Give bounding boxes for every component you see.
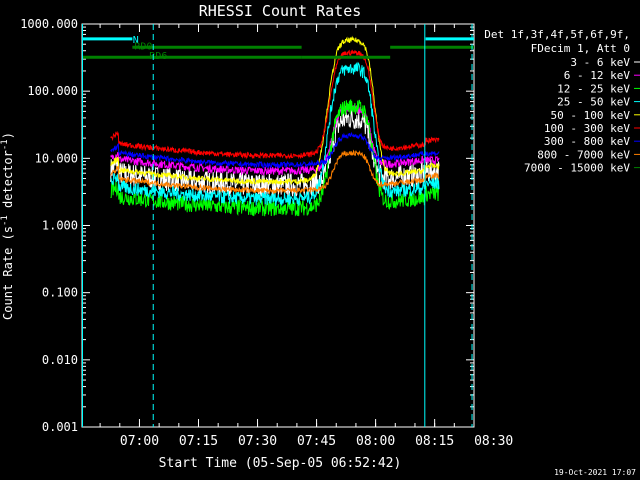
y-axis-label: Count Rate (s-1 detector-1) — [0, 132, 15, 320]
legend-entry: 100 - 300 keV — [544, 122, 630, 135]
y-tick-label: 1.000 — [42, 219, 78, 233]
legend-entry: 50 - 100 keV — [551, 109, 631, 122]
series-line-50-100keV — [110, 35, 440, 186]
legend-entry: 7000 - 15000 keV — [524, 162, 630, 175]
annotation-label-RD0: RD0 — [134, 41, 152, 52]
legend-entry: 800 - 7000 keV — [537, 148, 630, 161]
y-tick-label: 0.010 — [42, 353, 78, 367]
plot-timestamp: 19-Oct-2021 17:07 — [554, 468, 636, 477]
legend-header-line: Det 1f,3f,4f,5f,6f,9f, — [484, 28, 630, 41]
y-label-sup: -1 — [0, 139, 10, 150]
series-line-300-800keV — [110, 131, 440, 169]
vertical-lines — [82, 24, 473, 427]
x-tick-label: 07:15 — [179, 434, 218, 449]
y-tick-label: 100.000 — [27, 84, 78, 98]
series-line-6-12keV — [110, 104, 440, 177]
legend-entry: 6 - 12 keV — [564, 69, 631, 82]
x-tick-label: 08:30 — [474, 434, 513, 449]
x-tick-label: 08:15 — [415, 434, 454, 449]
legend-header-line: FDecim 1, Att 0 — [531, 42, 630, 55]
annotation-label-RD6: RD6 — [149, 51, 167, 62]
series-line-100-300keV — [110, 49, 440, 160]
y-label-part: ) — [1, 132, 15, 139]
series-line-800-7000keV — [110, 149, 440, 195]
legend: Det 1f,3f,4f,5f,6f,9f, FDecim 1, Att 0 3… — [484, 28, 640, 175]
x-tick-label: 08:00 — [356, 434, 395, 449]
x-tick-label: 07:00 — [120, 434, 159, 449]
y-tick-label: 10.000 — [35, 151, 78, 165]
annotation-label-N: N — [133, 35, 139, 46]
y-label-sup: -1 — [0, 215, 10, 226]
plot-frame — [81, 23, 475, 428]
y-label-part: detector — [1, 150, 15, 215]
series-layer — [110, 35, 440, 217]
y-tick-label: 0.001 — [42, 420, 78, 434]
y-tick-label: 0.100 — [42, 286, 78, 300]
axis-ticks: 1000.000 100.000 10.000 1.000 0.100 0.010 0.00… — [20, 17, 513, 449]
chart-title: RHESSI Count Rates — [199, 2, 362, 20]
legend-entry: 300 - 800 keV — [544, 135, 630, 148]
x-axis-label: Start Time (05-Sep-05 06:52:42) — [159, 456, 402, 471]
y-label-part: Count Rate (s — [1, 226, 15, 320]
legend-entry: 12 - 25 keV — [557, 82, 630, 95]
series-line-12-25keV — [110, 99, 440, 217]
y-tick-label: 1000.000 — [20, 17, 78, 31]
legend-entry: 25 - 50 keV — [557, 96, 630, 109]
x-tick-label: 07:45 — [297, 434, 336, 449]
legend-entry: 3 - 6 keV — [570, 56, 630, 69]
x-tick-label: 07:30 — [238, 434, 277, 449]
